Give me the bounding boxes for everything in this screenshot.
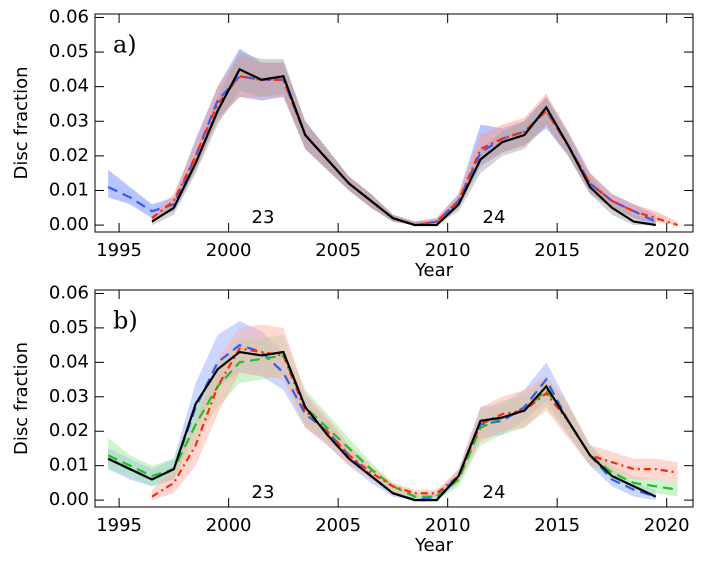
x-tick-label: 2005 bbox=[315, 515, 361, 536]
y-tick-label: 0.04 bbox=[49, 351, 89, 372]
plot-area bbox=[107, 321, 678, 502]
x-axis-label: Year bbox=[414, 260, 454, 281]
x-tick-label: 1995 bbox=[96, 515, 142, 536]
panel-label: a) bbox=[113, 31, 137, 59]
x-tick-label: 2015 bbox=[534, 240, 580, 261]
x-tick-label: 1995 bbox=[96, 240, 142, 261]
x-tick-label: 2010 bbox=[425, 240, 471, 261]
y-tick-label: 0.00 bbox=[49, 214, 89, 235]
y-tick-label: 0.02 bbox=[49, 420, 89, 441]
y-tick-label: 0.02 bbox=[49, 145, 89, 166]
cycle-annotation: 24 bbox=[483, 207, 506, 228]
y-tick-label: 0.03 bbox=[49, 386, 89, 407]
y-axis-label: Disc fraction bbox=[11, 342, 32, 455]
y-tick-label: 0.06 bbox=[49, 282, 89, 303]
panel: 1995 2000 2005 2010 2015 2020 0.00 0.01 0.02 0.03… bbox=[11, 282, 694, 556]
y-tick-label: 0.03 bbox=[49, 110, 89, 131]
y-tick-label: 0.00 bbox=[49, 489, 89, 510]
x-tick-label: 2020 bbox=[644, 240, 690, 261]
uncertainty-band bbox=[151, 52, 656, 226]
y-tick-label: 0.05 bbox=[49, 41, 89, 62]
y-tick-label: 0.01 bbox=[49, 179, 89, 200]
series-line bbox=[107, 350, 657, 502]
x-tick-label: 2005 bbox=[315, 240, 361, 261]
series-line bbox=[151, 67, 656, 227]
cycle-annotation: 24 bbox=[483, 482, 506, 503]
plot-frame bbox=[94, 13, 694, 233]
x-axis-label: Year bbox=[414, 535, 454, 556]
cycle-annotation: 23 bbox=[252, 207, 275, 228]
x-tick-label: 2020 bbox=[644, 515, 690, 536]
plot-area bbox=[107, 48, 678, 227]
cycle-annotation: 23 bbox=[252, 482, 275, 503]
plot-frame bbox=[94, 289, 694, 508]
y-tick-label: 0.06 bbox=[49, 6, 89, 27]
panel-label: b) bbox=[113, 307, 138, 335]
x-tick-label: 2010 bbox=[425, 515, 471, 536]
x-tick-label: 2000 bbox=[206, 515, 252, 536]
y-tick-label: 0.04 bbox=[49, 76, 89, 97]
x-tick-label: 2015 bbox=[534, 515, 580, 536]
y-tick-label: 0.01 bbox=[49, 455, 89, 476]
x-tick-label: 2000 bbox=[206, 240, 252, 261]
uncertainty-band bbox=[108, 334, 678, 501]
y-tick-label: 0.05 bbox=[49, 317, 89, 338]
panel: 1995 2000 2005 2010 2015 2020 0.00 0.01 0.02 0.03… bbox=[11, 6, 694, 281]
y-axis-label: Disc fraction bbox=[11, 66, 32, 179]
uncertainty-band bbox=[108, 48, 656, 226]
uncertainty-band bbox=[151, 324, 678, 501]
